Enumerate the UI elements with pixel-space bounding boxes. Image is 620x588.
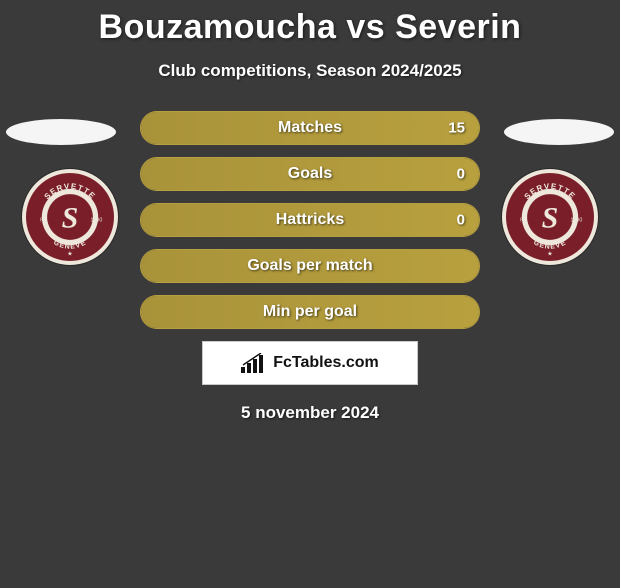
- stat-label: Hattricks: [141, 211, 479, 229]
- stat-right-value: 0: [457, 166, 465, 183]
- content: S SERVETTE GENEVE FC 1890 ★ S SERVETTE: [0, 111, 620, 423]
- stat-right-value: 0: [457, 212, 465, 229]
- footer-date: 5 november 2024: [0, 403, 620, 423]
- club-badge-right: S SERVETTE GENEVE FC 1890 ★: [502, 169, 598, 265]
- badge-sub: FC: [520, 217, 527, 223]
- svg-text:★: ★: [547, 251, 553, 258]
- brand-box: FcTables.com: [202, 341, 418, 385]
- player-slot-right: [504, 119, 614, 145]
- stat-row: Goals 0: [140, 157, 480, 191]
- stat-label: Goals per match: [141, 257, 479, 275]
- stat-label: Goals: [141, 165, 479, 183]
- badge-year: 1890: [571, 217, 583, 223]
- page-subtitle: Club competitions, Season 2024/2025: [0, 61, 620, 81]
- brand-inner: FcTables.com: [241, 353, 379, 373]
- badge-sub: FC: [40, 217, 47, 223]
- stat-right-value: 15: [448, 120, 465, 137]
- club-badge-left-svg: S SERVETTE GENEVE FC 1890 ★: [26, 173, 114, 261]
- page-title: Bouzamoucha vs Severin: [0, 8, 620, 47]
- stat-row: Matches 15: [140, 111, 480, 145]
- stat-label: Min per goal: [141, 303, 479, 321]
- stat-label: Matches: [141, 119, 479, 137]
- club-badge-left: S SERVETTE GENEVE FC 1890 ★: [22, 169, 118, 265]
- badge-year: 1890: [91, 217, 103, 223]
- badge-letter: S: [62, 202, 79, 235]
- player-slot-left: [6, 119, 116, 145]
- brand-text: FcTables.com: [273, 354, 379, 372]
- stat-bars: Matches 15 Goals 0 Hattricks 0 Goals per…: [140, 111, 480, 329]
- badge-letter: S: [542, 202, 559, 235]
- stat-row: Goals per match: [140, 249, 480, 283]
- stat-row: Min per goal: [140, 295, 480, 329]
- brand-icon: [241, 353, 267, 373]
- svg-text:★: ★: [67, 251, 73, 258]
- club-badge-right-svg: S SERVETTE GENEVE FC 1890 ★: [506, 173, 594, 261]
- stat-row: Hattricks 0: [140, 203, 480, 237]
